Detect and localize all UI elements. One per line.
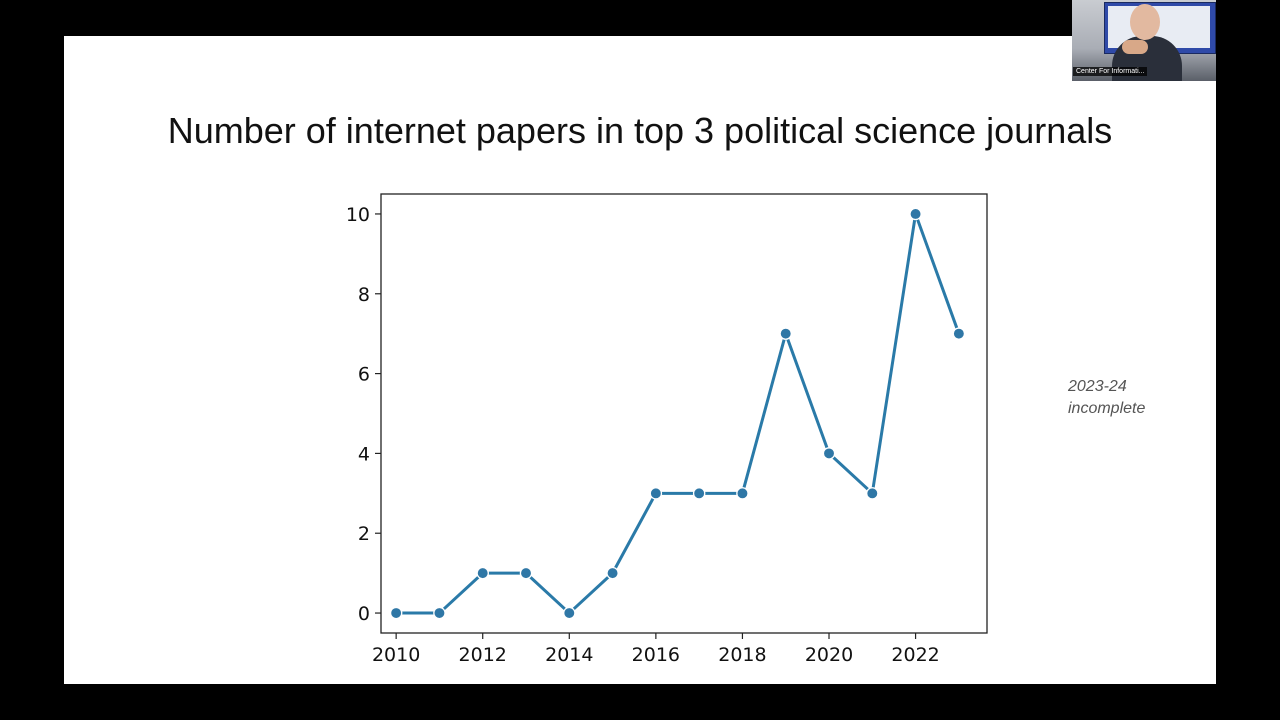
- webcam-thumbnail[interactable]: Center For Informati...: [1072, 0, 1216, 81]
- data-point: [606, 566, 619, 580]
- x-tick-label: 2020: [805, 644, 853, 666]
- x-tick-label: 2016: [632, 644, 680, 666]
- slide: Number of internet papers in top 3 polit…: [64, 36, 1216, 684]
- data-point: [909, 207, 922, 221]
- data-point: [866, 487, 879, 500]
- y-tick-label: 10: [346, 204, 370, 226]
- note-line-1: 2023-24: [1068, 378, 1127, 395]
- slide-title: Number of internet papers in top 3 polit…: [167, 110, 1113, 151]
- series-line: [394, 212, 961, 615]
- y-tick-label: 0: [358, 603, 370, 625]
- y-tick-label: 6: [358, 364, 370, 386]
- x-tick-label: 2022: [891, 644, 939, 666]
- y-tick-label: 4: [358, 443, 370, 465]
- data-point: [736, 487, 749, 500]
- data-point: [822, 447, 836, 460]
- data-point: [433, 606, 446, 620]
- plot-frame: [380, 193, 988, 634]
- data-point: [519, 566, 533, 580]
- data-point: [563, 606, 576, 620]
- x-tick-label: 2010: [372, 644, 420, 666]
- axis-ticks: 0 2 4 6 8 10 2010 2012 2014 2016 2018 2020 2022: [346, 204, 940, 666]
- note-line-2: incomplete: [1068, 400, 1146, 417]
- speaker-head: [1130, 4, 1160, 40]
- data-point: [952, 327, 966, 340]
- x-tick-label: 2018: [718, 644, 766, 666]
- x-tick-label: 2012: [459, 644, 507, 666]
- line-chart: 0 2 4 6 8 10 2010 2012 2014 2016 2018 2020 2022: [346, 193, 988, 666]
- y-tick-label: 8: [358, 284, 370, 306]
- data-point: [779, 327, 792, 340]
- data-point: [692, 487, 706, 500]
- incomplete-note: 2023-24 incomplete: [1068, 376, 1145, 420]
- series-group: [389, 207, 966, 620]
- x-tick-label: 2014: [545, 644, 593, 666]
- data-point: [476, 566, 489, 580]
- data-point: [389, 606, 403, 620]
- data-point: [649, 487, 663, 500]
- webcam-name-label: Center For Informati...: [1073, 67, 1148, 76]
- speaker-hands: [1122, 40, 1148, 54]
- y-tick-label: 2: [358, 523, 370, 545]
